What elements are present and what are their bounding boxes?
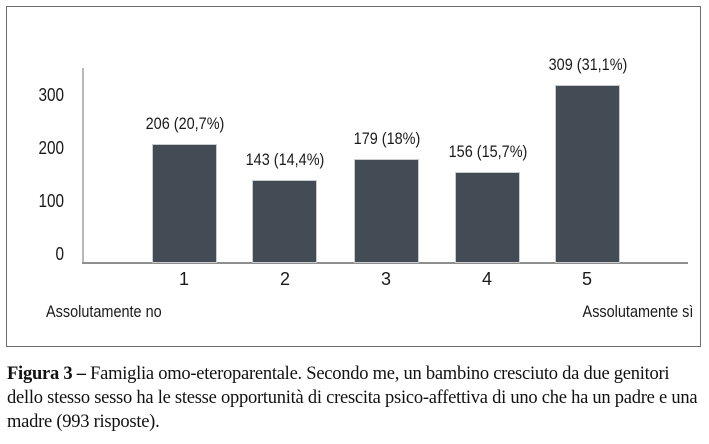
x-tick-2: 2	[279, 269, 290, 289]
x-tick-1: 1	[178, 269, 189, 289]
y-tick-100: 100	[38, 191, 64, 211]
bar-data-label-4: 156 (15,7%)	[448, 142, 527, 161]
bar-3	[355, 160, 418, 262]
bar-data-label-1: 206 (20,7%)	[145, 114, 224, 133]
scale-label-right: Assolutamente sì	[582, 302, 693, 321]
caption-label: Figura 3 –	[7, 364, 86, 384]
bar-data-label-3: 179 (18%)	[353, 129, 420, 148]
y-tick-200: 200	[38, 138, 64, 158]
caption-text: Famiglia omo-eteroparentale. Secondo me,…	[7, 364, 698, 432]
y-axis	[82, 68, 84, 264]
bar-2	[253, 181, 316, 262]
bar-data-label-5: 309 (31,1%)	[548, 55, 627, 74]
x-axis	[82, 262, 688, 264]
x-tick-3: 3	[380, 269, 391, 289]
bar-1	[153, 145, 216, 262]
bar-4	[456, 173, 519, 262]
y-tick-0: 0	[55, 244, 64, 264]
bar-5	[556, 86, 619, 262]
y-tick-300: 300	[38, 85, 64, 105]
figure-caption: Figura 3 – Famiglia omo-eteroparentale. …	[7, 362, 707, 434]
scale-label-left: Assolutamente no	[46, 302, 162, 321]
x-tick-5: 5	[581, 269, 592, 289]
x-tick-4: 4	[481, 269, 492, 289]
bar-data-label-2: 143 (14,4%)	[245, 150, 324, 169]
